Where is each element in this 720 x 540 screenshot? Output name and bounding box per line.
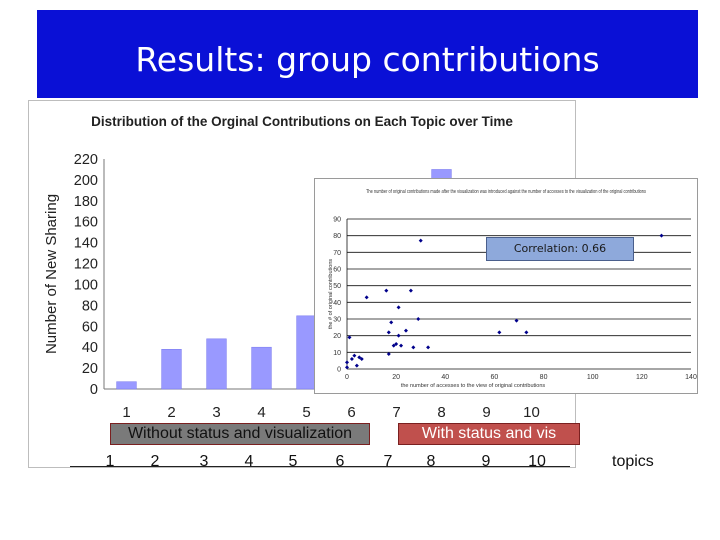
x-tick-label: 3: [212, 404, 220, 421]
scatter-point: [396, 333, 401, 338]
scatter-point: [364, 295, 369, 300]
y-axis-title: Number of New Sharing: [43, 194, 60, 354]
title-banner: Results: group contributions: [37, 10, 698, 98]
y-tick-label: 40: [82, 340, 98, 356]
y-tick-label: 220: [74, 152, 98, 168]
scatter-point: [411, 345, 416, 350]
x-tick-label: 1: [122, 404, 130, 421]
chart-title: Distribution of the Orginal Contribution…: [91, 114, 513, 129]
y-tick-label: 0: [90, 382, 98, 398]
scatter-point: [426, 345, 431, 350]
bar: [206, 338, 227, 390]
topic-number: 9: [481, 453, 491, 470]
scatter-point: [396, 305, 401, 310]
x-tick-label: 7: [392, 404, 400, 421]
topic-number: 6: [335, 453, 345, 470]
bar: [116, 381, 137, 390]
scatter-point: [345, 360, 349, 365]
y-tick-label: 100: [74, 277, 98, 293]
correlation-badge: Correlation: 0.66: [486, 237, 634, 261]
topic-number: 7: [383, 453, 393, 470]
scatter-point: [384, 288, 389, 293]
scatter-y-tick-label: 50: [333, 283, 341, 290]
scatter-title: The number of original contributions mad…: [366, 189, 646, 195]
without-status-label: Without status and visualization: [110, 423, 370, 445]
y-tick-label: 180: [74, 194, 98, 210]
scatter-x-axis-title: the number of accesses to the view of or…: [401, 383, 546, 389]
scatter-y-tick-label: 20: [333, 333, 341, 340]
y-tick-label: 80: [82, 298, 98, 314]
scatter-y-tick-label: 80: [333, 233, 341, 240]
scatter-chart: The number of original contributions mad…: [328, 189, 697, 389]
scatter-point: [659, 233, 664, 238]
scatter-y-tick-label: 30: [333, 317, 341, 324]
scatter-point: [391, 343, 396, 348]
scatter-chart-panel: The number of original contributions mad…: [314, 178, 698, 394]
slide-title: Results: group contributions: [135, 40, 600, 79]
scatter-point: [357, 355, 362, 360]
scatter-point: [345, 365, 349, 370]
scatter-x-tick-label: 140: [685, 374, 697, 381]
scatter-y-tick-label: 40: [333, 300, 341, 307]
scatter-point: [386, 330, 391, 335]
scatter-point: [416, 317, 421, 321]
scatter-y-tick-label: 90: [333, 217, 341, 224]
scatter-y-tick-label: 10: [333, 350, 341, 357]
x-tick-label: 5: [302, 404, 310, 421]
scatter-x-tick-label: 120: [636, 374, 648, 381]
x-tick-label: 9: [482, 404, 490, 421]
scatter-x-tick-label: 60: [491, 374, 499, 381]
topic-number: 10: [528, 453, 546, 470]
scatter-point: [349, 357, 354, 361]
topic-number: 2: [150, 453, 160, 470]
scatter-y-axis-title: the # of original contributions: [328, 259, 334, 330]
scatter-x-tick-label: 0: [345, 374, 349, 381]
scatter-x-tick-label: 100: [587, 374, 599, 381]
scatter-point: [354, 363, 359, 368]
topics-axis-line: [70, 466, 570, 467]
y-tick-label: 60: [82, 319, 98, 335]
scatter-x-tick-label: 20: [392, 374, 400, 381]
scatter-point: [514, 318, 519, 323]
scatter-y-tick-label: 70: [333, 250, 341, 257]
x-tick-label: 2: [167, 404, 175, 421]
topic-number: 5: [288, 453, 298, 470]
x-tick-label: 8: [437, 404, 445, 421]
x-tick-label: 6: [347, 404, 355, 421]
bar: [251, 346, 272, 390]
y-tick-label: 120: [74, 257, 98, 273]
scatter-point: [394, 342, 399, 346]
x-tick-label: 4: [257, 404, 265, 421]
scatter-point: [359, 357, 364, 361]
scatter-point: [347, 335, 352, 340]
scatter-y-tick-label: 0: [337, 367, 341, 374]
y-tick-label: 200: [74, 173, 98, 189]
topic-number: 4: [244, 453, 254, 470]
scatter-y-tick-label: 60: [333, 267, 341, 274]
topic-number: 3: [199, 453, 209, 470]
scatter-point: [408, 288, 413, 293]
topics-label: topics: [612, 453, 654, 470]
scatter-point: [386, 352, 391, 356]
scatter-point: [418, 238, 423, 243]
x-tick-label: 10: [523, 404, 540, 421]
bar: [161, 349, 182, 390]
scatter-point: [399, 343, 404, 348]
with-status-label: With status and vis: [398, 423, 580, 445]
scatter-x-tick-label: 40: [441, 374, 449, 381]
y-tick-label: 140: [74, 236, 98, 252]
scatter-x-tick-label: 80: [540, 374, 548, 381]
y-tick-label: 20: [82, 361, 98, 377]
scatter-point: [389, 320, 394, 325]
scatter-point: [352, 353, 357, 358]
scatter-point: [403, 328, 408, 333]
scatter-point: [524, 330, 529, 335]
scatter-point: [497, 330, 502, 335]
topic-number: 1: [105, 453, 115, 470]
topic-number: 8: [426, 453, 436, 470]
y-tick-label: 160: [74, 215, 98, 231]
